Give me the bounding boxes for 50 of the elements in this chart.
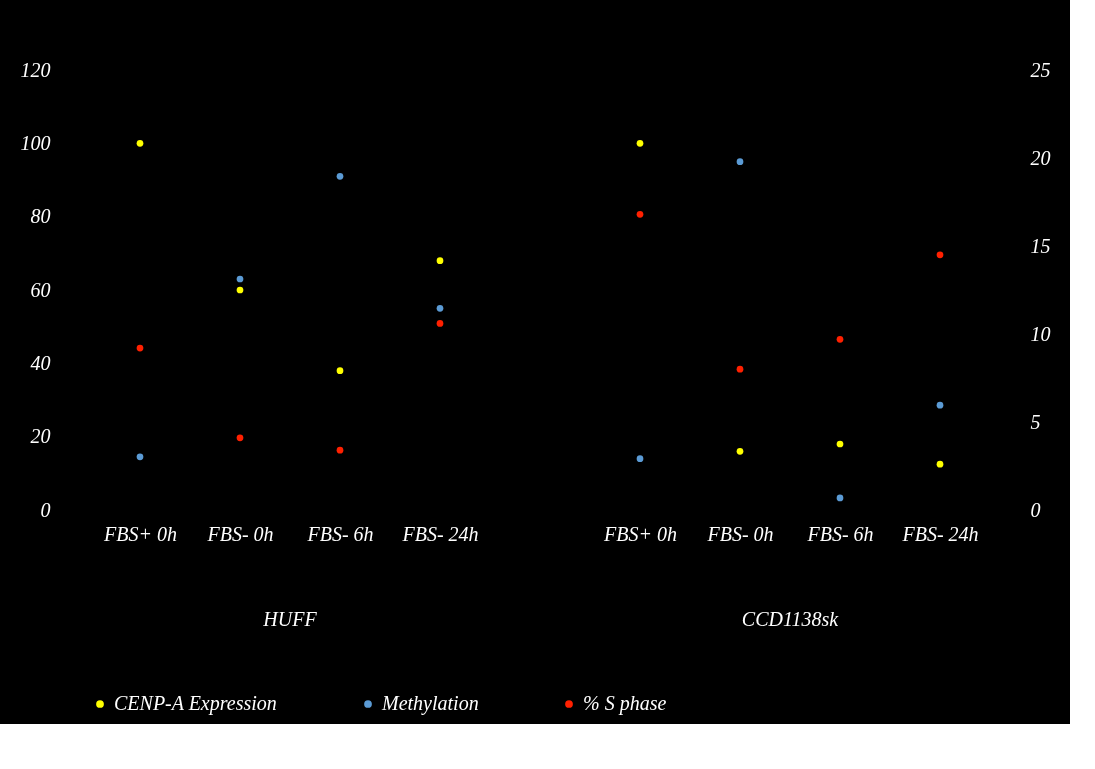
legend-label: Methylation (381, 692, 479, 715)
point (336, 446, 344, 454)
point (336, 367, 344, 375)
point (636, 139, 644, 147)
point (636, 455, 644, 463)
x-tick-label: FBS- 6h (806, 522, 874, 545)
y-tick-label: 80 (30, 205, 51, 228)
x-tick-label: FBS+ 0h (603, 522, 677, 545)
x-tick-label: FBS- 0h (706, 522, 774, 545)
point (436, 320, 444, 327)
point (136, 139, 144, 147)
y2-tick-label: 15 (1030, 234, 1051, 257)
y-tick-label: 40 (30, 351, 51, 374)
point (936, 401, 944, 409)
y-tick-label: 60 (30, 278, 51, 301)
point (336, 172, 344, 180)
point (836, 494, 844, 502)
point (936, 251, 944, 259)
point (636, 210, 644, 218)
point (736, 447, 744, 455)
point (936, 460, 944, 468)
point (436, 257, 444, 265)
point (836, 335, 844, 343)
y2-tick-label: 0 (1030, 498, 1041, 521)
point (836, 440, 844, 448)
point (136, 453, 144, 461)
text: CCD1138sk (741, 608, 840, 630)
x-tick-label: FBS- 6h (306, 522, 374, 545)
point (136, 344, 144, 352)
y-tick-label: 0 (40, 498, 51, 521)
point (236, 275, 244, 283)
x-tick-label: FBS- 0h (206, 522, 274, 545)
y-tick-label: 100 (20, 131, 51, 154)
y2-tick-label: 5 (1030, 410, 1041, 433)
point (736, 158, 744, 166)
y2-tick-label: 10 (1030, 322, 1051, 345)
legend-label: CENP-A Expression (114, 692, 277, 715)
point (236, 434, 244, 442)
y2-tick-label: 20 (1030, 146, 1051, 169)
text: HUFF (262, 608, 318, 630)
y-tick-label: 20 (30, 425, 51, 448)
x-tick-label: FBS- 24h (901, 522, 979, 545)
y-tick-label: 120 (20, 58, 51, 81)
point (436, 304, 444, 312)
x-tick-label: FBS+ 0h (103, 522, 177, 545)
point (736, 365, 744, 373)
y2-tick-label: 25 (1030, 58, 1051, 81)
point (236, 286, 244, 294)
legend-label: % S phase (583, 692, 667, 715)
x-tick-label: FBS- 24h (401, 522, 479, 545)
